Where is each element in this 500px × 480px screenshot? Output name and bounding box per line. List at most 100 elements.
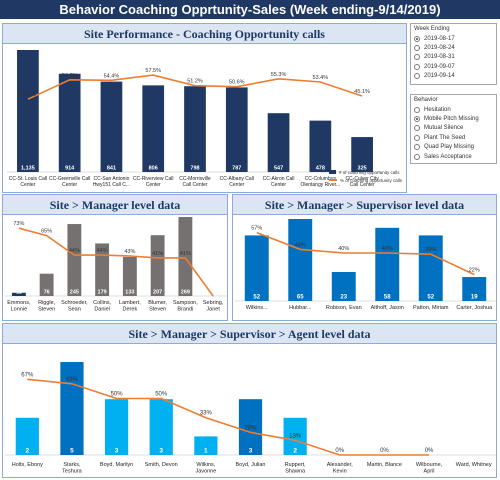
behavior-option[interactable]: Mutual Silence — [411, 124, 496, 133]
percentage-line — [256, 231, 475, 276]
category-label: Patton, Miriam — [413, 305, 449, 311]
bar — [122, 256, 137, 296]
radio-icon — [414, 116, 420, 123]
bar — [418, 235, 443, 301]
line-value-label: 57% — [251, 226, 262, 232]
line-value-label: 50% — [111, 392, 124, 398]
bar-value-label: 914 — [65, 166, 75, 172]
line-value-label: 54.4% — [104, 73, 120, 79]
category-label: CC-San Antonio Hwy151 Call C... — [93, 176, 130, 188]
category-label: Lambert, Derek — [119, 300, 141, 313]
bar — [309, 120, 332, 172]
line-value-label: 13% — [289, 433, 302, 439]
category-label: CC-Riverview Call Center — [133, 176, 174, 188]
line-value-label: 51.2% — [187, 79, 203, 85]
bar-value-label: 1 — [204, 448, 208, 455]
line-value-label: 50.6% — [229, 80, 245, 86]
bar-value-label: 245 — [70, 290, 79, 296]
category-label: Hubbar... — [289, 305, 312, 311]
supervisor-chart: 52 Wilkins... 65 Hubbar... 23 Robison, Evan 58… — [235, 219, 496, 311]
radio-icon — [414, 73, 420, 80]
bar — [351, 137, 373, 172]
legend-line-label: % of coaching opportunity calls — [339, 177, 402, 183]
category-label: Holts, Ebony — [12, 462, 43, 468]
line-value-label: 43% — [124, 249, 135, 255]
week-option-label: 2019-09-07 — [424, 63, 455, 70]
behavior-option[interactable]: Hesitation — [411, 105, 496, 114]
category-label: Wilbourne, April — [416, 462, 443, 475]
category-label: CC-St. Louis Call Center — [9, 176, 47, 188]
week-option[interactable]: 2019-08-17 — [411, 34, 496, 43]
line-value-label: 44% — [97, 248, 108, 254]
behavior-option[interactable]: Quad Play Missing — [411, 143, 496, 152]
behavior-slicer-title: Behavior — [414, 97, 438, 103]
category-label: Alexander, Kevin — [327, 462, 353, 475]
bar-value-label: 325 — [358, 166, 367, 172]
radio-icon — [414, 35, 420, 42]
week-option-label: 2019-08-31 — [424, 54, 455, 61]
line-value-label: 0% — [425, 448, 434, 454]
line-value-label: 65% — [41, 229, 52, 235]
radio-icon — [414, 153, 420, 160]
bar-value-label: 787 — [232, 166, 241, 172]
category-label: Collins, Daniel — [93, 300, 112, 313]
line-value-label: 40% — [382, 246, 393, 252]
bar-value-label: 547 — [274, 166, 283, 172]
category-label: Althoff, Jason — [371, 305, 404, 311]
week-ending-slicer: Week Ending 2019-08-17 2019-08-24 2019-08-… — [410, 23, 497, 85]
manager-chart: 11 Emmons, Lonnie 76 Riggle, Steven 245 Schroed… — [5, 217, 227, 313]
bar-value-label: 179 — [98, 290, 107, 296]
category-label: Schroeder, Sean — [61, 300, 88, 313]
category-label: Ruppert, Shawna — [285, 462, 307, 475]
behavior-option[interactable]: Mobile Pitch Missing — [411, 114, 496, 123]
legend-bar-item: # of coaching opportunity calls — [328, 168, 402, 176]
percentage-line — [27, 378, 429, 456]
bar — [142, 85, 165, 172]
week-option-label: 2019-08-24 — [424, 45, 455, 52]
bar-value-label: 798 — [190, 166, 199, 172]
line-value-label: 22% — [469, 268, 480, 274]
week-option[interactable]: 2019-09-14 — [411, 72, 496, 81]
behavior-option-label: Mobile Pitch Missing — [424, 116, 479, 123]
category-label: CC-Greenville Call Center — [49, 176, 90, 188]
behavior-option-label: Quad Play Missing — [424, 144, 475, 151]
bar-value-label: 269 — [181, 290, 190, 296]
week-option[interactable]: 2019-09-07 — [411, 62, 496, 71]
line-value-label: 43% — [295, 242, 306, 248]
category-label: Boyd, Marilyn — [100, 462, 133, 468]
line-value-label: 55.3% — [271, 72, 287, 78]
behavior-option[interactable]: Plant The Seed — [411, 133, 496, 142]
line-value-label: 20% — [244, 425, 257, 431]
behavior-option[interactable]: Sales Acceptance — [411, 152, 496, 161]
bar — [375, 227, 400, 301]
category-label: Carter, Joshua — [456, 305, 493, 311]
percentage-line — [18, 227, 214, 297]
legend-line-item: % of coaching opportunity calls — [328, 176, 402, 184]
bar-value-label: 207 — [153, 290, 162, 296]
bar-value-label: 2 — [293, 448, 297, 455]
line-value-label: 53.4% — [313, 75, 329, 81]
bar-value-label: 1,135 — [21, 166, 35, 172]
radio-icon — [414, 134, 420, 141]
line-value-label: 0% — [380, 448, 389, 454]
bar-value-label: 5 — [70, 448, 74, 455]
week-option[interactable]: 2019-08-24 — [411, 43, 496, 52]
line-value-label: 63% — [66, 377, 79, 383]
category-label: Riggle, Steven — [38, 300, 56, 313]
legend-bar-label: # of coaching opportunity calls — [338, 169, 400, 175]
bar-value-label: 58 — [384, 295, 391, 301]
bar — [178, 217, 193, 296]
bar — [225, 87, 248, 172]
bar — [194, 436, 218, 455]
bar — [238, 399, 263, 455]
bar — [11, 292, 26, 296]
week-option[interactable]: 2019-08-31 — [411, 53, 496, 62]
category-label: CC-Morrisville Call Center — [179, 176, 211, 188]
category-label: Blumer, Steven — [148, 300, 167, 313]
bar-value-label: 23 — [340, 295, 347, 301]
behavior-option-label: Sales Acceptance — [424, 153, 472, 160]
bar-value-label: 2 — [26, 448, 30, 455]
category-label: Sebring, Janet — [203, 300, 224, 313]
line-value-label: 44% — [69, 248, 80, 254]
bar — [100, 81, 123, 172]
